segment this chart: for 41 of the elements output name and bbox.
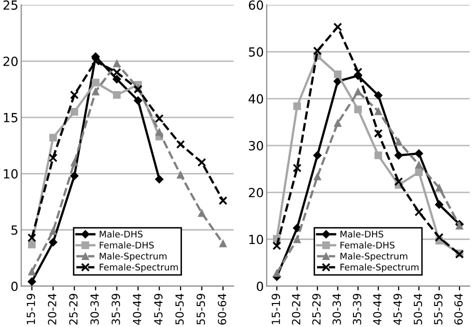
- y-tick-label: 25: [3, 0, 18, 10]
- x-tick-label: 45-49: [154, 294, 163, 325]
- legend-label: Male-Spectrum: [340, 252, 408, 262]
- y-tick-label: 10: [4, 169, 18, 179]
- y-tick-label: 40: [248, 94, 264, 104]
- legend-label: Female-DHS: [100, 242, 154, 249]
- legend-label: Male-DHS: [340, 230, 384, 238]
- x-tick-label: 50-54: [175, 294, 184, 324]
- y-tick-label: 0: [11, 282, 18, 292]
- y-tick-label: 30: [248, 140, 264, 150]
- x-tick-label: 25-29: [312, 294, 321, 325]
- x-tick-label: 30-34: [90, 294, 99, 325]
- x-tick-label: 55-59: [196, 294, 206, 324]
- x-tick-label: 60-64: [454, 294, 463, 325]
- y-tick-label: 60: [248, 0, 264, 10]
- legend-label: Male-Spectrum: [100, 252, 167, 262]
- x-tick-label: 45-49: [393, 294, 402, 325]
- x-tick-label: 35-39: [352, 294, 362, 325]
- x-tick-label: 60-64: [218, 294, 226, 325]
- x-tick-label: 40-44: [132, 294, 142, 325]
- y-tick-label: 20: [248, 188, 264, 198]
- x-tick-label: 35-39: [112, 294, 120, 325]
- y-tick-label: 50: [248, 47, 264, 57]
- x-tick-label: 55-59: [434, 294, 442, 324]
- x-tick-label: 20-24: [48, 294, 56, 325]
- y-tick-label: 10: [249, 234, 264, 244]
- x-tick-label: 20-24: [292, 294, 300, 325]
- x-tick-label: 40-44: [373, 294, 382, 325]
- legend-label: Female-Spectrum: [100, 264, 178, 272]
- legend-label: Female-DHS: [340, 242, 394, 249]
- x-tick-label: 50-54: [414, 294, 422, 324]
- x-tick-label: 30-34: [332, 294, 341, 325]
- legend-label: Female-Spectrum: [340, 264, 418, 272]
- y-tick-label: 20: [3, 56, 18, 66]
- legend-label: Male-DHS: [100, 230, 143, 238]
- x-tick-label: 15-19: [272, 294, 280, 324]
- y-tick-label: 0: [256, 282, 264, 292]
- y-tick-label: 15: [4, 113, 18, 122]
- x-tick-label: 25-29: [69, 294, 78, 325]
- x-tick-label: 15-19: [26, 294, 36, 324]
- y-tick-label: 5: [11, 226, 18, 235]
